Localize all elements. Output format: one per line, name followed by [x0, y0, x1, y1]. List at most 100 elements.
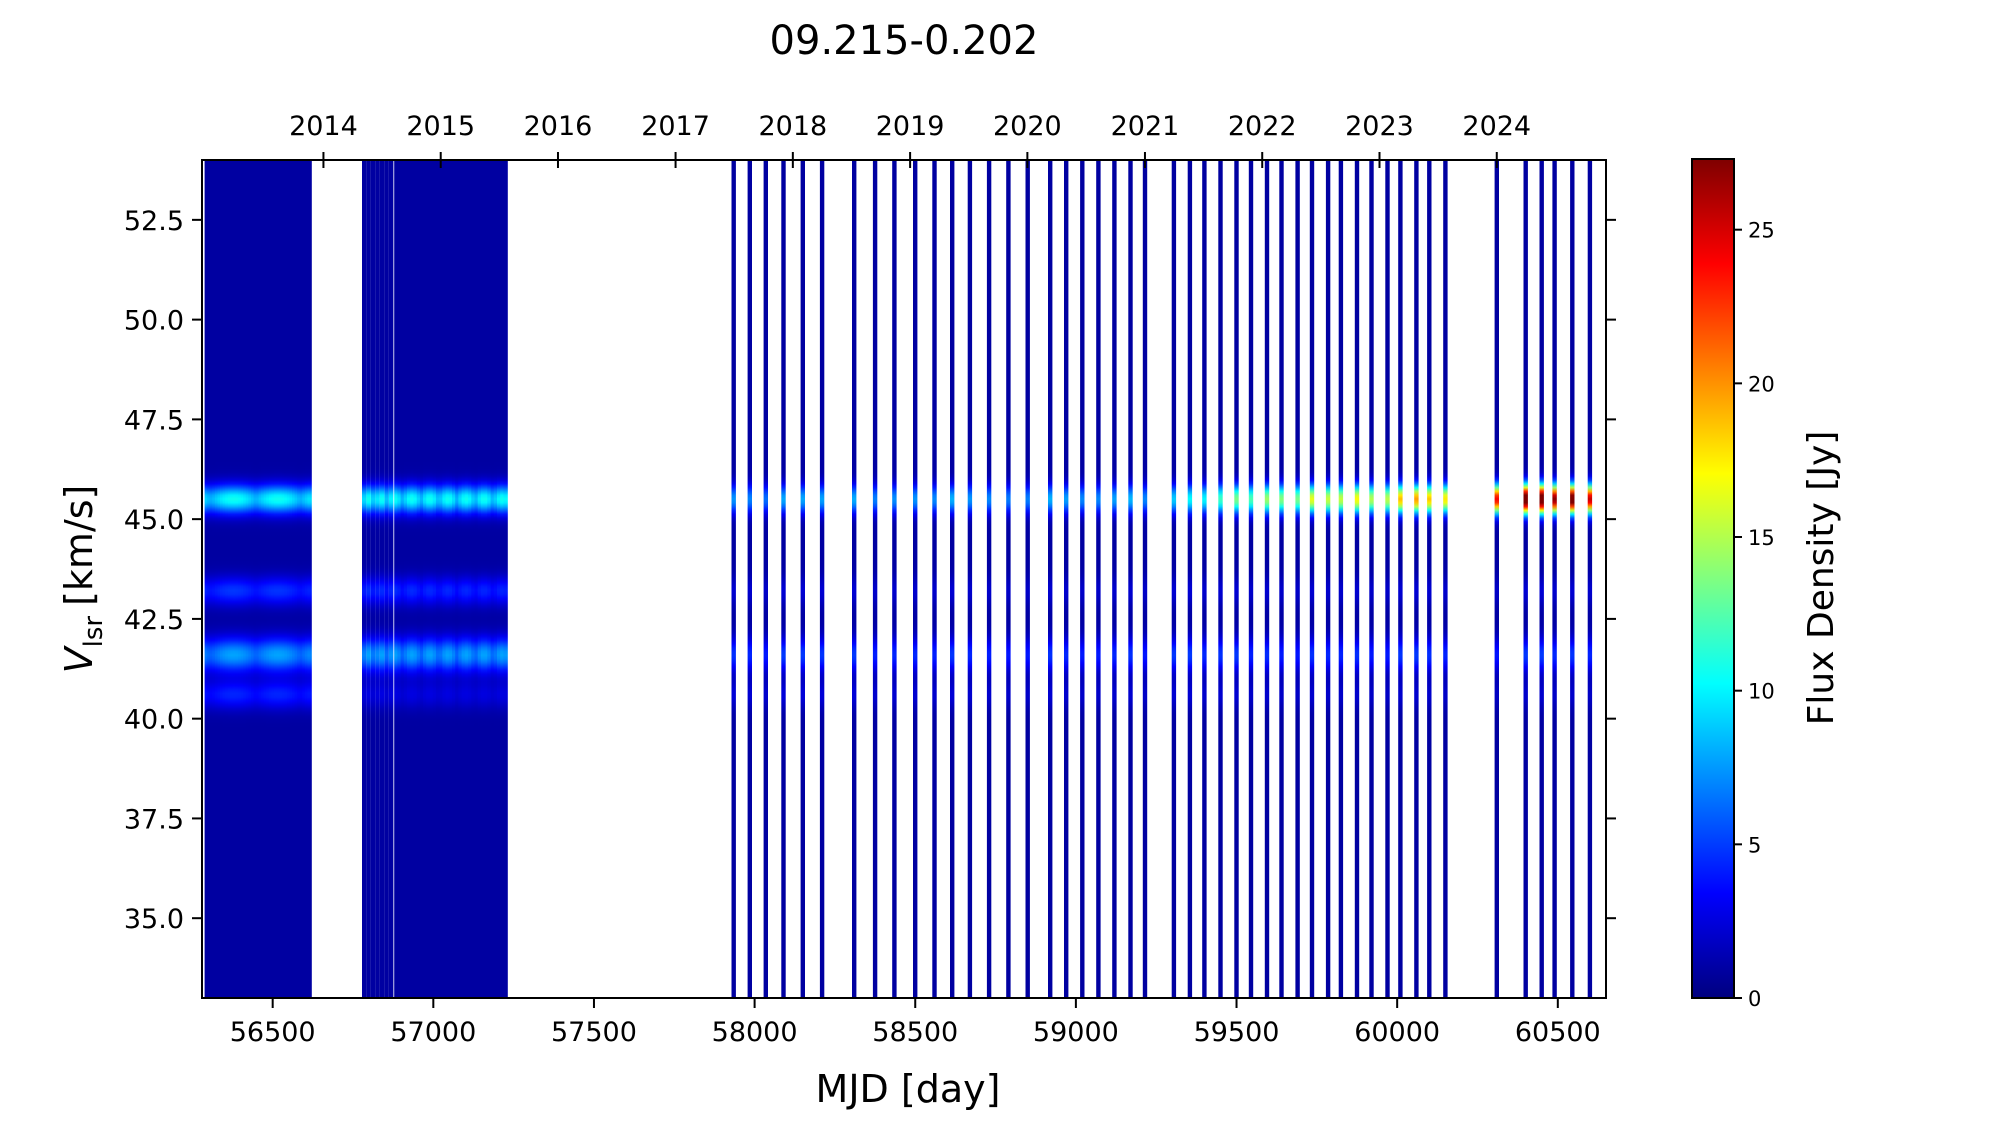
observation-epoch-column [271, 160, 276, 998]
x-tick-label: 59000 [1033, 1017, 1119, 1048]
observation-epoch-column [763, 160, 768, 998]
colorbar-label: Flux Density [Jy] [1801, 431, 1842, 726]
observation-epoch-column [268, 160, 274, 998]
observation-epoch-column [471, 160, 476, 998]
observation-epoch-column [297, 160, 302, 998]
observation-epoch-column [423, 160, 428, 998]
observation-epoch-column [986, 160, 992, 998]
observation-epoch-column [1338, 160, 1344, 998]
observation-epoch-column [1202, 160, 1207, 998]
observation-epoch-column [302, 160, 307, 998]
observation-epoch-column [258, 160, 263, 998]
observation-epoch-column [480, 160, 486, 998]
observation-epoch-column [493, 160, 499, 998]
observation-epoch-column [1096, 160, 1101, 998]
x-tick-label: 59500 [1194, 1017, 1280, 1048]
observation-epoch-column [452, 160, 457, 998]
observation-epoch-column [397, 160, 402, 998]
observation-epoch-column [214, 160, 220, 998]
observation-epoch-column [1570, 160, 1575, 998]
observation-epoch-column [455, 160, 460, 998]
y-tick-label: 52.5 [124, 206, 184, 237]
colorbar-tick-label: 10 [1748, 680, 1775, 704]
observation-epoch-column [235, 160, 240, 998]
observation-epoch-column [468, 160, 473, 998]
observation-epoch-column [413, 160, 418, 998]
observation-epoch-column [232, 160, 238, 998]
observation-epoch-column [1295, 160, 1300, 998]
observation-epoch-column [1587, 160, 1593, 998]
observation-epoch-column [245, 160, 251, 998]
observation-epoch-column [461, 160, 466, 998]
observation-epoch-column [279, 160, 284, 998]
observation-epoch-column [1128, 160, 1133, 998]
observation-epoch-column [212, 160, 217, 998]
y-tick-label: 50.0 [124, 306, 184, 337]
observation-epoch-column [380, 160, 385, 998]
observation-epoch-column [1309, 160, 1315, 998]
observation-epoch-column [362, 160, 367, 998]
x-axis-label: MJD [day] [816, 1067, 1001, 1111]
heatmap-plot-area [204, 160, 1593, 998]
observation-epoch-column [1414, 160, 1419, 998]
observation-epoch-column [458, 160, 463, 998]
axes: 56500 57000 57500 58000 58500 59000 59500 60000… [124, 111, 1616, 1048]
y-axis-label: Vlsr [km/s] [57, 485, 109, 674]
colorbar [1691, 158, 1735, 999]
observation-epoch-column [1279, 160, 1284, 998]
observation-epoch-column [225, 160, 230, 998]
observation-epoch-column [1443, 160, 1448, 998]
observation-epoch-column [442, 160, 447, 998]
colorbar-tick-label: 15 [1748, 526, 1775, 550]
top-year-tick-label: 2019 [876, 111, 945, 142]
x-tick-label: 60000 [1354, 1017, 1440, 1048]
y-tick-label: 45.0 [124, 505, 184, 536]
observation-epoch-column [253, 160, 258, 998]
observation-epoch-column [289, 160, 294, 998]
observation-epoch-column [1494, 160, 1499, 998]
observation-epoch-column [1264, 160, 1270, 998]
observation-epoch-column [209, 160, 215, 998]
observation-epoch-column [503, 160, 508, 998]
chart-title: 09.215-0.202 [770, 18, 1039, 64]
observation-epoch-column [1354, 160, 1360, 998]
observation-epoch-column [1112, 160, 1117, 998]
observation-epoch-column [220, 160, 225, 998]
observation-epoch-column [284, 160, 289, 998]
observation-epoch-column [950, 160, 955, 998]
y-tick-label: 40.0 [124, 705, 184, 736]
observation-epoch-column [281, 160, 287, 998]
observation-epoch-column [487, 160, 492, 998]
y-axis-label-main: V [57, 644, 101, 673]
observation-epoch-column [747, 160, 752, 998]
observation-epoch-column [294, 160, 299, 998]
observation-epoch-column [819, 160, 825, 998]
top-year-tick-label: 2020 [993, 111, 1062, 142]
observation-epoch-column [426, 160, 431, 998]
observation-epoch-column [1552, 160, 1557, 998]
observation-epoch-column [731, 160, 736, 998]
observation-epoch-column [375, 160, 380, 998]
plot-frame [201, 159, 1607, 999]
observation-epoch-column [497, 160, 502, 998]
observation-epoch-column [1325, 160, 1331, 998]
observation-epoch-column [1171, 160, 1177, 998]
observation-epoch-column [1187, 160, 1193, 998]
observation-epoch-column [439, 160, 444, 998]
y-axis-label-unit: [km/s] [57, 485, 101, 606]
observation-epoch-column [1523, 160, 1528, 998]
y-axis-label-subscript: lsr [79, 616, 109, 648]
colorbar-tick-label: 20 [1748, 372, 1775, 396]
observation-epoch-column [1248, 160, 1254, 998]
observation-epoch-column [477, 160, 483, 998]
observation-epoch-column [432, 160, 438, 998]
observation-epoch-column [250, 160, 256, 998]
observation-epoch-column [248, 160, 253, 998]
observation-epoch-column [407, 160, 412, 998]
top-year-tick-label: 2022 [1228, 111, 1297, 142]
x-tick-label: 58000 [712, 1017, 798, 1048]
observation-epoch-column [1006, 160, 1011, 998]
observation-epoch-column [207, 160, 212, 998]
x-tick-label: 57500 [551, 1017, 637, 1048]
